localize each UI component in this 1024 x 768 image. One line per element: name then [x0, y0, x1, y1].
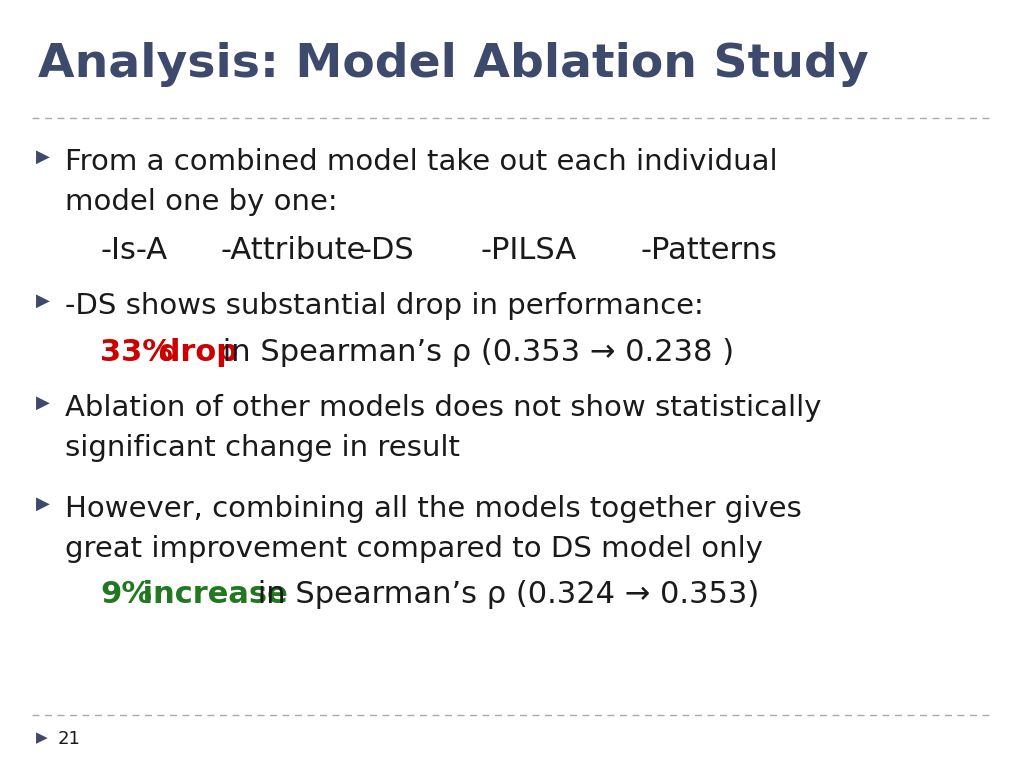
Text: great improvement compared to DS model only: great improvement compared to DS model o…: [65, 535, 763, 563]
Text: ▶: ▶: [36, 730, 48, 745]
Text: 21: 21: [58, 730, 81, 748]
Text: -Patterns: -Patterns: [640, 236, 777, 265]
Text: 9%: 9%: [100, 580, 152, 609]
Text: ▶: ▶: [36, 148, 50, 166]
Text: -DS shows substantial drop in performance:: -DS shows substantial drop in performanc…: [65, 292, 703, 320]
Text: ▶: ▶: [36, 292, 50, 310]
Text: drop: drop: [148, 338, 238, 367]
Text: -PILSA: -PILSA: [480, 236, 577, 265]
Text: Analysis: Model Ablation Study: Analysis: Model Ablation Study: [38, 42, 868, 87]
Text: 33%: 33%: [100, 338, 173, 367]
Text: -Attribute: -Attribute: [220, 236, 366, 265]
Text: -DS: -DS: [360, 236, 414, 265]
Text: ▶: ▶: [36, 394, 50, 412]
Text: Ablation of other models does not show statistically: Ablation of other models does not show s…: [65, 394, 821, 422]
Text: ▶: ▶: [36, 495, 50, 513]
Text: model one by one:: model one by one:: [65, 188, 338, 216]
Text: From a combined model take out each individual: From a combined model take out each indi…: [65, 148, 777, 176]
Text: in Spearman’s ρ (0.324 → 0.353): in Spearman’s ρ (0.324 → 0.353): [248, 580, 759, 609]
Text: in Spearman’s ρ (0.353 → 0.238 ): in Spearman’s ρ (0.353 → 0.238 ): [213, 338, 734, 367]
Text: significant change in result: significant change in result: [65, 434, 460, 462]
Text: -Is-A: -Is-A: [100, 236, 167, 265]
Text: increase: increase: [132, 580, 288, 609]
Text: However, combining all the models together gives: However, combining all the models togeth…: [65, 495, 802, 523]
